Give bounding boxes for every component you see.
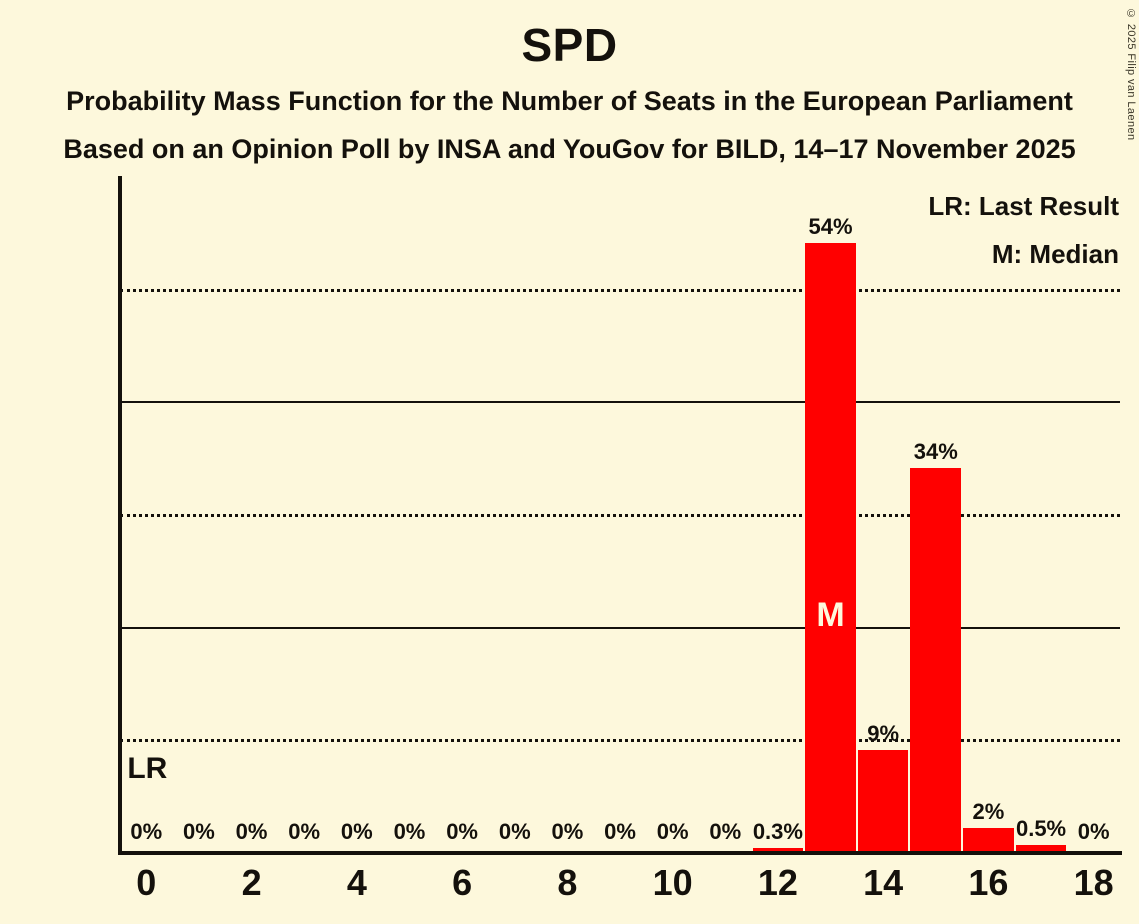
bar-value-label-7: 0% [498, 819, 531, 844]
x-tick-label-8: 8 [557, 862, 578, 903]
bar-value-label-2: 0% [235, 819, 268, 844]
bar-value-label-14: 9% [867, 720, 900, 746]
bar-value-label-3: 0% [288, 819, 321, 844]
x-tick-label-0: 0 [136, 862, 157, 903]
bar-value-label-16: 2% [972, 799, 1005, 825]
x-tick-label-4: 4 [346, 862, 367, 903]
bar-value-label-8: 0% [551, 819, 584, 844]
gridline-20 [120, 626, 1120, 629]
bar-value-label-4: 0% [340, 819, 373, 844]
bar-seats-12 [752, 847, 804, 851]
x-tick-label-12: 12 [757, 862, 798, 903]
x-tick-label-16: 16 [968, 862, 1009, 903]
median-marker: M [816, 596, 845, 635]
page-title: SPD [521, 19, 618, 71]
bar-value-label-1: 0% [183, 819, 215, 844]
bar-seats-13 [805, 242, 856, 851]
bar-value-label-9: 0% [604, 819, 636, 844]
x-tick-label-6: 6 [452, 862, 473, 903]
bar-value-label-13: 54% [808, 213, 853, 239]
bar-seats-15 [910, 467, 962, 851]
bar-value-label-11: 0% [709, 819, 742, 844]
bar-value-label-0: 0% [130, 819, 163, 844]
bar-seats-17 [1015, 845, 1067, 851]
x-tick-label-14: 14 [863, 862, 904, 903]
bar-seats-16 [963, 828, 1014, 851]
chart-subtitle-secondary: Based on an Opinion Poll by INSA and You… [63, 134, 1076, 164]
copyright-notice: © 2025 Filip van Laenen [1125, 8, 1137, 141]
bar-value-label-12: 0.3% [752, 818, 803, 844]
x-tick-label-18: 18 [1073, 862, 1114, 903]
x-axis-line [118, 851, 1122, 855]
bar-seats-14 [857, 749, 909, 851]
x-tick-label-2: 2 [241, 862, 262, 903]
last-result-marker: LR [127, 752, 168, 785]
bar-value-label-18: 0% [1077, 819, 1110, 844]
bar-value-label-15: 34% [913, 438, 958, 464]
y-axis-line [118, 176, 122, 853]
chart-subtitle-primary: Probability Mass Function for the Number… [66, 86, 1073, 116]
bar-value-label-10: 0% [656, 819, 689, 844]
x-tick-label-10: 10 [652, 862, 693, 903]
legend-item-last-result: LR: Last Result [928, 191, 1119, 221]
bar-value-label-6: 0% [446, 819, 478, 844]
gridline-50 [120, 288, 1120, 292]
legend-item-median: M: Median [991, 239, 1119, 269]
gridline-30 [120, 514, 1120, 517]
gridline-40 [120, 401, 1120, 404]
bar-value-label-17: 0.5% [1015, 816, 1067, 842]
bar-value-label-5: 0% [393, 819, 426, 844]
chart-legend: LR: Last Result M: Median [928, 182, 1119, 278]
gridline-10 [120, 739, 1120, 743]
